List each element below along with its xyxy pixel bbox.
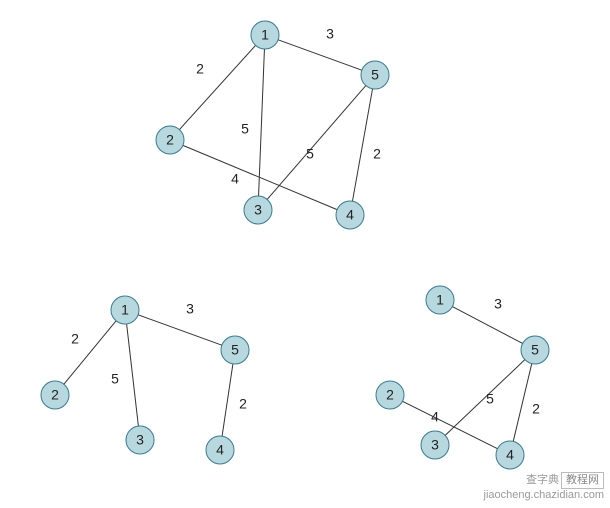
edge <box>352 89 372 201</box>
node-label: 2 <box>51 387 59 403</box>
node-label: 1 <box>261 27 269 43</box>
node-label: 3 <box>136 432 144 448</box>
edge <box>138 315 222 345</box>
node-label: 5 <box>231 342 239 358</box>
edge-weight: 2 <box>532 401 540 417</box>
edge <box>179 45 255 129</box>
edge <box>259 49 265 196</box>
edge-weight: 3 <box>326 26 334 42</box>
node-label: 5 <box>371 67 379 83</box>
edge-weight: 5 <box>241 121 249 137</box>
node-label: 1 <box>121 302 129 318</box>
edge <box>513 364 532 442</box>
edge <box>127 324 139 426</box>
edge <box>403 401 498 448</box>
edge-weight: 5 <box>306 146 314 162</box>
edge-weight: 2 <box>196 61 204 77</box>
edge-weight: 5 <box>486 391 494 407</box>
graph-diagram: 25345212345253212345345212345 <box>0 0 610 508</box>
edge-weight: 3 <box>186 301 194 317</box>
node-label: 3 <box>254 202 262 218</box>
node-label: 4 <box>216 442 224 458</box>
edge-weight: 2 <box>239 396 247 412</box>
edge <box>445 360 525 436</box>
node-label: 1 <box>436 292 444 308</box>
edge <box>267 86 366 200</box>
node-label: 2 <box>386 387 394 403</box>
edge <box>278 40 362 70</box>
edge-weight: 2 <box>373 146 381 162</box>
edge <box>452 307 522 344</box>
node-label: 2 <box>166 132 174 148</box>
node-label: 5 <box>531 342 539 358</box>
node-label: 3 <box>431 437 439 453</box>
edge-weight: 5 <box>111 371 119 387</box>
edge <box>222 364 233 436</box>
edge-weight: 3 <box>494 296 502 312</box>
node-label: 4 <box>346 207 354 223</box>
edge-weight: 2 <box>71 331 79 347</box>
edge-weight: 4 <box>231 171 239 187</box>
node-label: 4 <box>506 447 514 463</box>
edge-weight: 4 <box>431 409 439 425</box>
